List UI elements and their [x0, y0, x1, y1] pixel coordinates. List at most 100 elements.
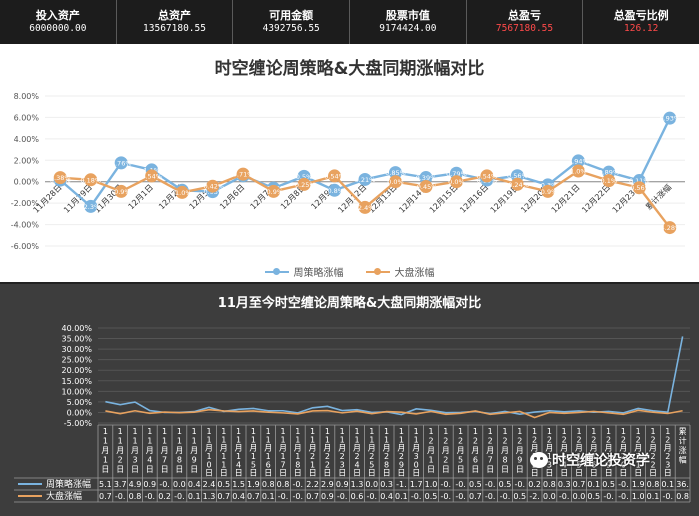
chart2-x-tick: 1	[192, 427, 197, 436]
chart2-x-tick: 6	[591, 460, 596, 469]
chart2-x-tick: 日	[131, 465, 139, 474]
chart2-x-tick: 1	[458, 427, 463, 436]
chart2-x-tick: 2	[650, 435, 655, 444]
chart1-series-1-label: 0.1%	[601, 177, 618, 185]
chart2-x-tick: 3	[132, 456, 137, 465]
chart1-series-1-label: -0.56%	[628, 184, 651, 192]
chart1-series-1-point	[358, 200, 372, 214]
summary-total-pnl-label: 总盈亏	[508, 9, 542, 22]
chart2-x-tick: 1	[177, 437, 182, 446]
summary-market-value-value: 9174424.00	[379, 23, 437, 34]
chart1-series-1-point	[602, 174, 616, 188]
chart2-x-tick: 日	[575, 469, 583, 478]
chart2-x-tick: 2	[399, 452, 404, 461]
chart2-series-1-cell: 0.4	[232, 492, 245, 501]
chart2-x-tick: 月	[205, 444, 213, 453]
chart2-series-1-cell: -0.	[441, 492, 452, 501]
chart1-series-1-point	[297, 177, 311, 191]
chart2-legend-1-label: 大盘涨幅	[46, 490, 82, 502]
chart2-series-1-cell: 0.0	[573, 492, 586, 501]
chart2-x-tick: 日	[590, 469, 598, 478]
chart2-x-tick: 日	[486, 465, 494, 474]
summary-total-pnl: 总盈亏 7567180.55	[467, 0, 584, 44]
chart2-x-tick: 5	[251, 460, 256, 469]
chart1-series-0-point	[328, 183, 342, 197]
chart2-series-1-cell: -0.	[455, 492, 466, 501]
chart2-x-tick: 1	[221, 452, 226, 461]
chart2-x-tick: 1	[340, 435, 345, 444]
chart2-series-0-cell: 0.8	[277, 480, 290, 489]
chart1-series-1-label: -0.9%	[264, 188, 283, 196]
chart2-x-tick: 日	[471, 465, 479, 474]
chart2-x-tick: 月	[619, 444, 627, 453]
summary-market-value-label: 股票市值	[385, 9, 430, 22]
chart2-x-tick: 月	[501, 446, 509, 455]
chart2-x-tick: 1	[266, 427, 271, 436]
chart2-x-tick: 月	[146, 446, 154, 455]
chart2-series-0-cell: 0.1	[587, 480, 600, 489]
chart2-x-tick: 日	[146, 465, 154, 474]
chart1-title: 时空缠论周策略&大盘同期涨幅对比	[214, 59, 485, 79]
chart2-series-1-cell: -0.	[145, 492, 156, 501]
chart2-series-0-cell: 0.0	[365, 480, 378, 489]
chart2-x-tick: 2	[325, 460, 330, 469]
chart2-x-tick: 0	[206, 460, 211, 469]
chart2-x-tick: 1	[517, 427, 522, 436]
chart2-legend-0-label: 周策略涨幅	[46, 478, 91, 490]
chart2-series-1-cell: -0.	[367, 492, 378, 501]
chart2-series-0-cell: 0.5	[469, 480, 482, 489]
chart2-x-tick: 月	[323, 444, 331, 453]
chart2-series-1-cell: 0.1	[262, 492, 275, 501]
chart1-plot: 8.00% 6.00% 4.00% 2.00% 0.00% -2.00% -4.00% -6.…	[11, 92, 685, 251]
chart2-x-tick: 月	[664, 444, 672, 453]
chart2-x-tick: 日	[309, 469, 317, 478]
summary-total-assets-value: 13567180.55	[143, 23, 206, 34]
chart2-x-tick: 月	[131, 446, 139, 455]
chart2-series-1-cell: 0.7	[469, 492, 482, 501]
chart1-series-0-label: -0.8%	[325, 187, 344, 195]
chart2-series-1-cell: 0.7	[99, 492, 112, 501]
chart2-x-tick: 2	[547, 435, 552, 444]
chart2-x-tick: 1	[591, 427, 596, 436]
chart2-series-1-cell: -0.	[500, 492, 511, 501]
chart2-series-0-cell: 1.9	[247, 480, 260, 489]
chart2-series-1-cell: 0.6	[351, 492, 364, 501]
chart2-series-1-line	[105, 408, 683, 419]
chart2-x-tick: 2	[502, 437, 507, 446]
chart2-x-tick: 1	[177, 427, 182, 436]
chart2-x-tick: 1	[221, 460, 226, 469]
chart2-x-tick: 1	[325, 427, 330, 436]
chart2-series-0-cell: 2.4	[203, 480, 216, 489]
chart2-x-tick: 1	[103, 456, 108, 465]
chart2-x-tick: 日	[338, 469, 346, 478]
chart1-series-1-point	[114, 184, 128, 198]
chart2-x-tick: 月	[353, 444, 361, 453]
chart2-x-tick: 月	[383, 444, 391, 453]
chart1-series-0-label: 0.89%	[598, 169, 619, 177]
chart2-x-tick: 1	[103, 437, 108, 446]
chart2-y-tick: 5.00%	[67, 398, 93, 407]
chart2-x-tick: 日	[397, 469, 405, 478]
chart2-series-0-cell: 0.8	[647, 480, 660, 489]
chart1-y-tick: 2.00%	[14, 156, 40, 165]
chart1-series-1-label: -0.45%	[414, 183, 437, 191]
legend-market-label: 大盘涨幅	[394, 268, 435, 279]
chart2-x-tick: 日	[412, 469, 420, 478]
chart2-series-0-cell: 0.8	[543, 480, 556, 489]
chart2-x-tick: 1	[280, 427, 285, 436]
chart2-series-1-cell: 0.1	[395, 492, 408, 501]
chart1-series-0-label: 1.76%	[111, 159, 132, 167]
chart1-series-1-label: -2.4%	[356, 204, 375, 212]
chart2-series-0-cell: 0.5	[217, 480, 230, 489]
summary-invested: 投入资产 6000000.00	[0, 0, 117, 44]
chart2-x-tick: 日	[101, 465, 109, 474]
chart1-series-0-label: 0.5%	[296, 173, 313, 181]
chart1-series-1-label: 0.0%	[387, 178, 404, 186]
chart1-legend-market: 大盘涨幅	[365, 264, 435, 279]
chart2-x-tick: 月	[457, 446, 465, 455]
chart2-x-tick: 2	[473, 437, 478, 446]
chart2-x-tick: 2	[369, 452, 374, 461]
chart2-x-tick: 1	[428, 427, 433, 436]
chart2-x-tick: 1	[428, 456, 433, 465]
chart2-x-tick: 1	[221, 427, 226, 436]
